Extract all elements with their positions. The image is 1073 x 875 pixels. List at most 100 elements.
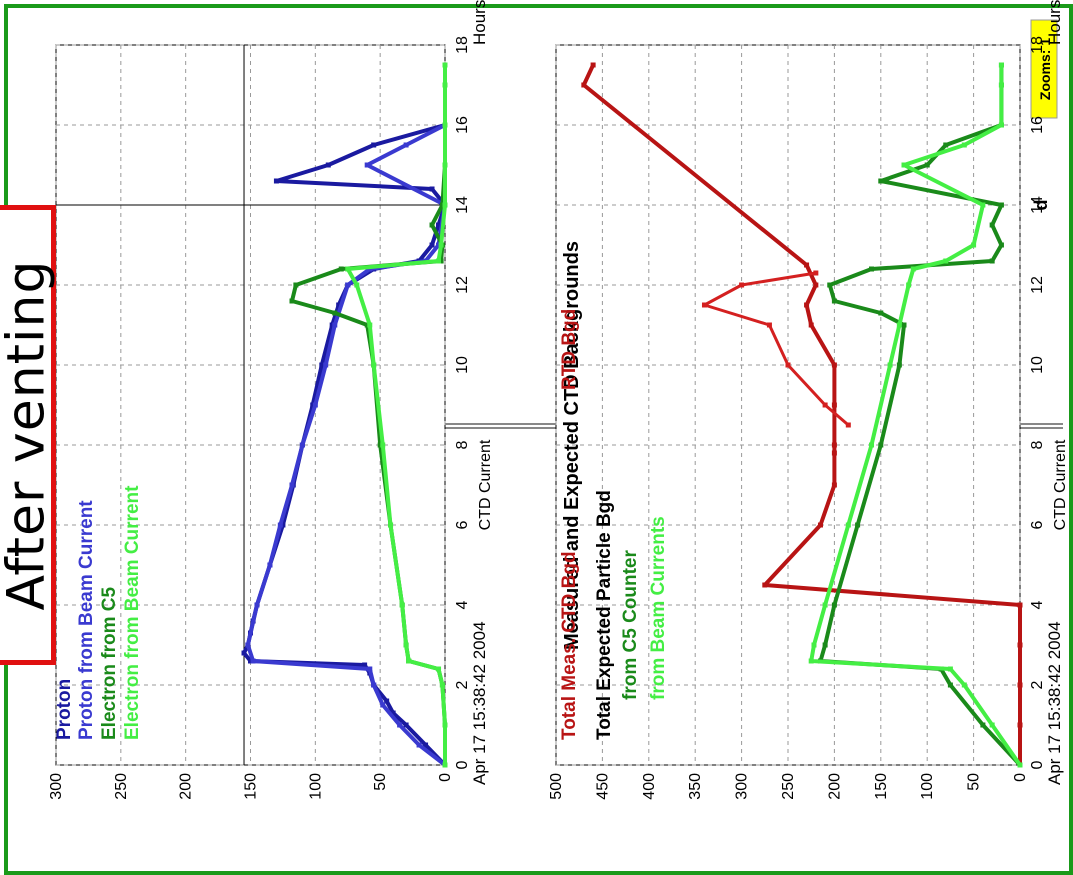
series-point [845, 422, 851, 428]
legend-label: Total Expected Particle Bgd [594, 490, 615, 740]
y-tick-label: 150 [873, 773, 890, 800]
series-point [989, 722, 995, 728]
series-point [739, 282, 745, 288]
series-point [439, 202, 445, 208]
series-point [371, 142, 377, 148]
series-point [293, 282, 299, 288]
series-point [961, 682, 967, 688]
series-point [364, 162, 370, 168]
legend-label: RTD Bgd [559, 309, 580, 390]
series-point [831, 362, 837, 368]
series-point [998, 82, 1004, 88]
series-point [423, 742, 429, 748]
series-point [943, 258, 949, 264]
series-point [442, 122, 448, 128]
series-point [329, 322, 335, 328]
series-point [367, 666, 373, 672]
series-point [943, 142, 949, 148]
series-point [817, 522, 823, 528]
x-tick-label: 10 [1029, 356, 1046, 374]
series-point [436, 258, 442, 264]
x-tick-label: 2 [1029, 680, 1046, 689]
y-tick-label: 400 [641, 773, 658, 800]
series-point [380, 702, 386, 708]
x-tick-label: 2 [454, 680, 471, 689]
annotation-text-wrap: After venting [0, 205, 56, 665]
series-point [896, 362, 902, 368]
y-tick-label: 100 [307, 773, 324, 800]
series-point [808, 322, 814, 328]
series-point [364, 322, 370, 328]
series-point [906, 282, 912, 288]
bottom-chart: 0 2 4 6 8 10 12 14 16 18 0 50 100 150 200 250 300 350 400 4… [548, 0, 1069, 800]
series-point [345, 266, 351, 272]
series-point [289, 482, 295, 488]
series-point [319, 362, 325, 368]
series-point [989, 258, 995, 264]
top-chart: 0 2 4 6 8 10 12 14 16 18 0 50 100 150 200 250 300 CTD Cur… [48, 0, 494, 800]
series-point [371, 682, 377, 688]
series-point [273, 178, 279, 184]
y-axis-label: CTD Current [477, 439, 494, 530]
series-point [1017, 642, 1023, 648]
y-tick-label: 100 [919, 773, 936, 800]
series-point [367, 322, 373, 328]
y-tick-label: 200 [826, 773, 843, 800]
x-tick-label: 12 [1029, 276, 1046, 294]
date-label: Apr 17 15:38:42 2004 [470, 621, 489, 785]
series-point [280, 522, 286, 528]
series-point [436, 222, 442, 228]
y-tick-label: 200 [178, 773, 195, 800]
series-point [804, 302, 810, 308]
series-point [442, 162, 448, 168]
x-tick-label: 0 [454, 760, 471, 769]
series-point [887, 362, 893, 368]
series-point [1017, 762, 1023, 768]
series-point [332, 310, 338, 316]
series-point [436, 666, 442, 672]
zoom-badge[interactable] [1030, 19, 1058, 119]
x-axis-label: Hours [470, 0, 489, 45]
series-point [878, 310, 884, 316]
series-point [785, 362, 791, 368]
series-point [980, 202, 986, 208]
series-point [442, 62, 448, 68]
series-point [267, 562, 273, 568]
series-point [831, 482, 837, 488]
y-tick-label: 300 [48, 773, 65, 800]
series-point [878, 442, 884, 448]
x-tick-label: 4 [1029, 600, 1046, 609]
series-point [388, 522, 394, 528]
legend-label: from Beam Currents [648, 516, 669, 700]
x-tick-label: 6 [454, 520, 471, 529]
series-point [371, 362, 377, 368]
series-point [961, 142, 967, 148]
series-point [971, 242, 977, 248]
series-point [354, 282, 360, 288]
y-tick-label: 450 [594, 773, 611, 800]
series-point [438, 258, 444, 264]
series-point [831, 402, 837, 408]
x-tick-label: 8 [454, 440, 471, 449]
series-point [403, 722, 409, 728]
series-point [277, 522, 283, 528]
annotation-box [0, 205, 56, 665]
series-point [947, 682, 953, 688]
x-tick-label: 6 [1029, 520, 1046, 529]
chart-title: Measured and Expected CTD Backgrounds [561, 241, 583, 650]
series-point [250, 658, 256, 664]
series-point [345, 282, 351, 288]
series-point [403, 642, 409, 648]
x-tick-label: 18 [1029, 36, 1046, 54]
zoom-badge-label: Zooms: 1 [1037, 38, 1053, 100]
series-point [439, 682, 445, 688]
series-point [947, 666, 953, 672]
series-point [827, 282, 833, 288]
series-point [869, 442, 875, 448]
series-point [989, 222, 995, 228]
series-point [299, 442, 305, 448]
series-point [399, 602, 405, 608]
series-point [831, 298, 837, 304]
series-point [406, 658, 412, 664]
